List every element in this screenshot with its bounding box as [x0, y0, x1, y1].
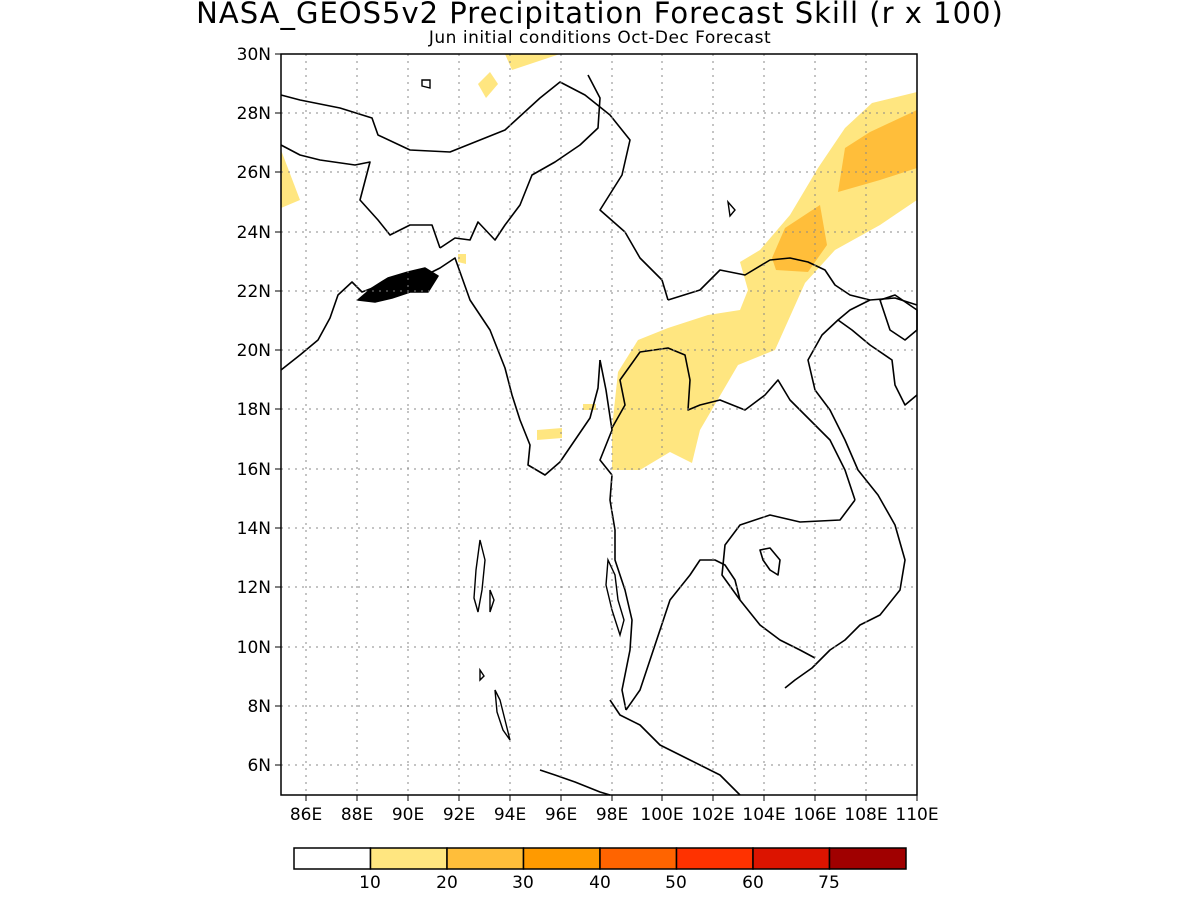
- lat-tick-label: 20N: [237, 341, 271, 361]
- myanmar-thailand-border: [599, 359, 633, 711]
- plot-subtitle: Jun initial conditions Oct-Dec Forecast: [428, 28, 772, 48]
- colorbar-label: 75: [818, 873, 840, 893]
- lake-inle: [726, 199, 736, 218]
- colorbar-swatch: [446, 847, 525, 870]
- skill-region-20-30: [772, 205, 827, 272]
- skill-region-10-20: [478, 72, 498, 98]
- lon-tick-label: 96E: [545, 805, 577, 825]
- colorbar-swatch: [599, 847, 678, 870]
- lat-tick-label: 16N: [237, 460, 271, 480]
- lon-tick-label: 104E: [742, 805, 785, 825]
- colorbar-label: 40: [589, 873, 611, 893]
- lon-tick-label: 90E: [392, 805, 424, 825]
- lat-tick-label: 14N: [237, 519, 271, 539]
- colorbar-swatch: [675, 847, 754, 870]
- lon-tick-label: 86E: [290, 805, 322, 825]
- lat-tick-label: 10N: [237, 638, 271, 658]
- lon-tick-label: 92E: [443, 805, 475, 825]
- map-frame: [280, 53, 918, 796]
- lat-tick-label: 24N: [237, 223, 271, 243]
- colorbar-label: 30: [512, 873, 534, 893]
- nicobar-islands: [479, 667, 485, 682]
- andaman-islands: [473, 539, 486, 613]
- india-border-east: [280, 144, 441, 249]
- skill-region-10-20: [505, 54, 560, 70]
- lon-tick-label: 88E: [341, 805, 373, 825]
- lon-tick-label: 110E: [895, 805, 938, 825]
- tibet-lake: [421, 79, 431, 89]
- lat-tick-label: 6N: [247, 756, 271, 776]
- skill-shading: [281, 54, 917, 470]
- colorbar-label: 10: [359, 873, 381, 893]
- malay-peninsula: [609, 699, 741, 796]
- bangladesh-delta: [357, 267, 439, 303]
- coastlines: [280, 74, 918, 796]
- lon-tick-label: 94E: [494, 805, 526, 825]
- thailand-laos-border: [611, 347, 856, 501]
- lat-tick-label: 18N: [237, 400, 271, 420]
- india-bangladesh-coast: [280, 257, 601, 476]
- colorbar-swatch: [522, 847, 601, 870]
- skill-region-10-20: [537, 428, 562, 440]
- lon-tick-label: 102E: [691, 805, 734, 825]
- lon-tick-label: 100E: [640, 805, 683, 825]
- skill-region-10-20: [281, 150, 300, 208]
- colorbar-label: 60: [742, 873, 764, 893]
- colorbar-swatch: [369, 847, 448, 870]
- thailand-gulf-coast: [625, 559, 741, 711]
- tick-marks: [275, 53, 918, 801]
- lon-tick-labels: 86E 88E 90E 92E 94E 96E 98E 100E 102E 10…: [290, 805, 939, 825]
- colorbar-label: 50: [665, 873, 687, 893]
- andaman-islands: [489, 589, 495, 613]
- lat-lon-grid: [281, 54, 917, 795]
- cambodia-border: [721, 499, 856, 659]
- lat-tick-label: 22N: [237, 282, 271, 302]
- lat-tick-label: 30N: [237, 45, 271, 65]
- colorbar-swatch: [752, 847, 831, 870]
- map-area: [281, 54, 917, 795]
- lat-tick-label: 8N: [247, 697, 271, 717]
- lat-tick-label: 26N: [237, 163, 271, 183]
- lon-tick-label: 106E: [793, 805, 836, 825]
- lat-tick-labels: 30N 28N 26N 24N 22N 20N 18N 16N 14N 12N …: [237, 45, 271, 776]
- islands: [421, 79, 736, 741]
- myanmar-border: [439, 74, 601, 249]
- lake-tonle-sap: [759, 547, 781, 576]
- sumatra-tip: [539, 769, 611, 796]
- colorbar-label: 20: [436, 873, 458, 893]
- china-coast: [837, 299, 871, 321]
- mergui-islands: [605, 557, 625, 638]
- skill-region-10-20: [458, 254, 466, 264]
- lon-tick-label: 98E: [596, 805, 628, 825]
- lat-tick-label: 28N: [237, 104, 271, 124]
- lat-tick-label: 12N: [237, 578, 271, 598]
- vietnam-coast: [784, 319, 918, 689]
- colorbar-swatch: [293, 847, 372, 870]
- colorbar: 10 20 30 40 50 60 75: [293, 847, 907, 893]
- plot-title: NASA_GEOS5v2 Precipitation Forecast Skil…: [196, 0, 1004, 30]
- colorbar-swatch: [828, 847, 907, 870]
- lon-tick-label: 108E: [844, 805, 887, 825]
